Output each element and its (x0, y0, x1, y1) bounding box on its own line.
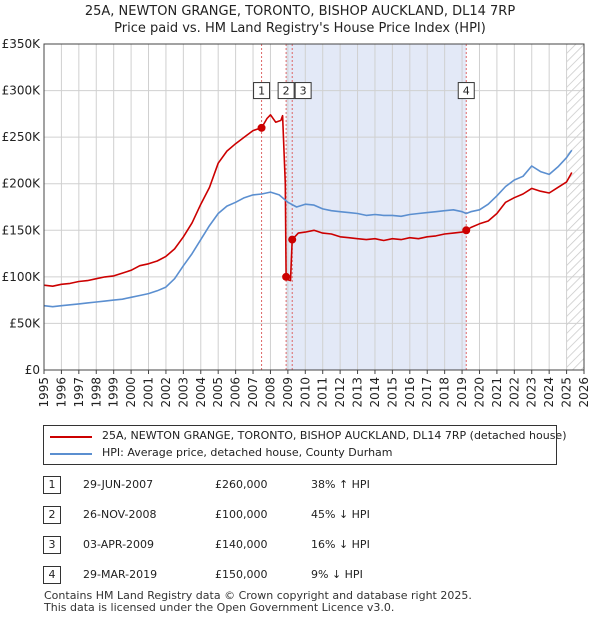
x-tick-label: 1998 (89, 377, 103, 408)
sale-label-box (457, 82, 475, 100)
y-tick-label: £150K (2, 223, 42, 237)
x-tick-label: 2006 (229, 377, 243, 408)
y-tick-label: £300K (2, 84, 42, 98)
y-tick-label: £200K (2, 177, 42, 191)
y-tick-label: £0 (25, 363, 40, 377)
x-tick-label: 2013 (351, 377, 365, 408)
x-tick-label: 1995 (37, 377, 51, 408)
x-tick-label: 2012 (333, 377, 347, 408)
x-tick-label: 2007 (246, 377, 260, 408)
x-tick-label: 2000 (124, 377, 138, 408)
x-tick-label: 2004 (194, 377, 208, 408)
sale-number: 3 (43, 536, 61, 554)
sale-row: 1 29-JUN-2007 £260,000 38% ↑ HPI (43, 476, 563, 494)
sale-label-number: 3 (300, 85, 307, 98)
legend-swatch-hpi (50, 453, 92, 455)
legend: 25A, NEWTON GRANGE, TORONTO, BISHOP AUCK… (43, 425, 566, 465)
x-tick-label: 2022 (507, 377, 521, 408)
plot-border (43, 43, 585, 371)
sale-hpi-diff: 38% ↑ HPI (311, 478, 370, 491)
x-tick-label: 2011 (316, 377, 330, 408)
x-tick-label: 2018 (438, 377, 452, 408)
legend-label-property: 25A, NEWTON GRANGE, TORONTO, BISHOP AUCK… (102, 429, 567, 442)
sale-row: 4 29-MAR-2019 £150,000 9% ↓ HPI (43, 566, 563, 584)
sale-price: £260,000 (215, 478, 268, 491)
sale-row: 3 03-APR-2009 £140,000 16% ↓ HPI (43, 536, 563, 554)
y-tick-label: £100K (2, 270, 42, 284)
x-tick-label: 2009 (281, 377, 295, 408)
x-tick-label: 1997 (72, 377, 86, 408)
sale-point (462, 226, 471, 235)
x-tick-label: 2008 (263, 377, 277, 408)
sale-label-box (253, 82, 271, 100)
x-tick-label: 2026 (577, 377, 591, 408)
x-tick-label: 1996 (54, 377, 68, 408)
forecast-hatch (566, 44, 584, 370)
x-tick-label: 2021 (490, 377, 504, 408)
sale-price: £100,000 (215, 508, 268, 521)
x-tick-label: 2001 (142, 377, 156, 408)
footer-licence: This data is licensed under the Open Gov… (44, 601, 395, 614)
sale-point (282, 272, 291, 281)
x-tick-label: 2002 (159, 377, 173, 408)
y-tick-label: £250K (2, 130, 42, 144)
x-tick-label: 2016 (403, 377, 417, 408)
legend-swatch-property (50, 436, 92, 438)
sale-price: £140,000 (215, 538, 268, 551)
footer-copyright: Contains HM Land Registry data © Crown c… (44, 589, 472, 602)
sale-number: 4 (43, 566, 61, 584)
sale-number: 2 (43, 506, 61, 524)
sale-label-box (294, 82, 312, 100)
x-tick-label: 2020 (472, 377, 486, 408)
sale-label-number: 1 (258, 85, 265, 98)
sale-label-number: 4 (463, 85, 470, 98)
x-tick-label: 2023 (525, 377, 539, 408)
sale-hpi-diff: 16% ↓ HPI (311, 538, 370, 551)
sale-point (288, 235, 297, 244)
sale-hpi-diff: 9% ↓ HPI (311, 568, 363, 581)
sale-price: £150,000 (215, 568, 268, 581)
chart-subtitle: Price paid vs. HM Land Registry's House … (114, 21, 486, 36)
legend-label-hpi: HPI: Average price, detached house, Coun… (102, 446, 393, 459)
sale-date: 26-NOV-2008 (83, 508, 157, 521)
x-tick-label: 2015 (385, 377, 399, 408)
sale-point (257, 123, 266, 132)
x-tick-label: 1999 (107, 377, 121, 408)
x-tick-label: 2024 (542, 377, 556, 408)
chart-title: 25A, NEWTON GRANGE, TORONTO, BISHOP AUCK… (84, 4, 516, 19)
hpi-line (43, 149, 573, 308)
y-tick-label: £50K (9, 316, 41, 330)
ownership-shading (286, 44, 467, 370)
x-tick-label: 2019 (455, 377, 469, 408)
sale-hpi-diff: 45% ↓ HPI (311, 508, 370, 521)
sale-number: 1 (43, 476, 61, 494)
price-chart: £0 £50K £100K £150K £200K £250K £300K £350K 1995… (2, 37, 591, 408)
sale-date: 29-JUN-2007 (83, 478, 154, 491)
sale-date: 29-MAR-2019 (83, 568, 158, 581)
sale-label-box (277, 82, 295, 100)
x-tick-label: 2014 (368, 377, 382, 408)
sale-row: 2 26-NOV-2008 £100,000 45% ↓ HPI (43, 506, 563, 524)
sale-label-number: 2 (283, 85, 290, 98)
x-tick-label: 2005 (211, 377, 225, 408)
y-tick-label: £350K (2, 37, 42, 51)
sale-date: 03-APR-2009 (83, 538, 155, 551)
x-tick-label: 2010 (298, 377, 312, 408)
x-tick-label: 2003 (176, 377, 190, 408)
x-tick-label: 2025 (560, 377, 574, 408)
footer: Contains HM Land Registry data © Crown c… (44, 590, 472, 614)
x-tick-label: 2017 (420, 377, 434, 408)
